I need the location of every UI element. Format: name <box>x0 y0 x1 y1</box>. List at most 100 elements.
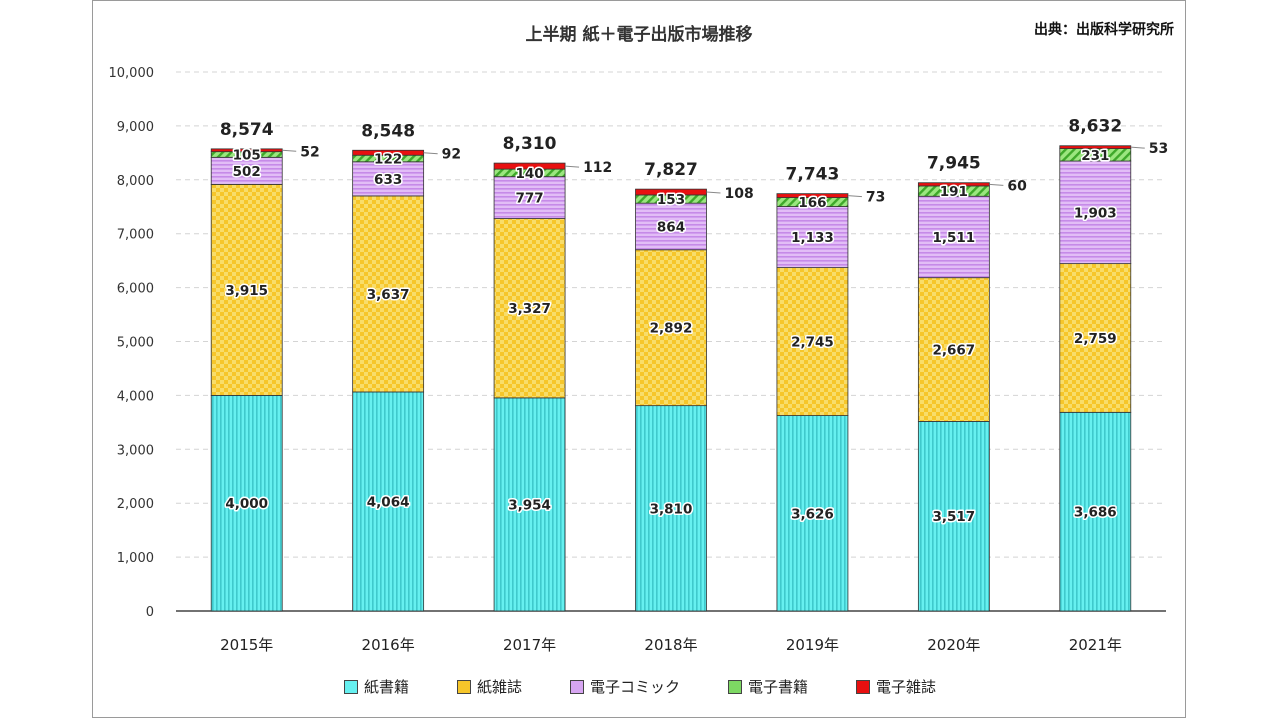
legend-item-paper-books: 紙書籍 <box>343 676 409 697</box>
data-label-paper_books: 3,810 <box>650 501 693 517</box>
y-tick-label: 8,000 <box>117 174 154 189</box>
bar-segment-paper_books <box>917 421 990 612</box>
data-label-e_magazines: 53 <box>1149 141 1168 157</box>
legend-item-e-books: 電子書籍 <box>728 676 808 697</box>
total-label: 8,632 <box>1068 117 1122 137</box>
x-tick-label: 2017年 <box>503 636 556 654</box>
y-tick-label: 0 <box>146 605 154 620</box>
bar-segment-paper_books <box>776 415 849 612</box>
x-tick-label: 2015年 <box>220 636 273 654</box>
y-tick-label: 3,000 <box>117 443 154 458</box>
legend-swatch-e-comics <box>569 679 584 694</box>
data-label-e_comics: 777 <box>515 191 543 207</box>
chart-legend: 紙書籍 紙雑誌 電子コミック 電子書籍 電子雑誌 <box>0 676 1280 697</box>
leader-line <box>1130 146 1145 149</box>
data-label-e_magazines: 60 <box>1007 178 1027 194</box>
data-label-e_books: 140 <box>515 166 543 182</box>
data-label-paper_books: 3,686 <box>1074 505 1117 521</box>
bar-segment-paper_magazines <box>352 195 425 393</box>
x-tick-label: 2016年 <box>362 636 415 654</box>
bar-segment-e_comics <box>635 202 707 251</box>
data-label-paper_magazines: 3,915 <box>225 283 268 299</box>
data-label-paper_books: 3,626 <box>791 506 834 522</box>
y-tick-label: 4,000 <box>117 389 154 404</box>
data-label-e_books: 191 <box>940 184 968 200</box>
data-label-e_magazines: 73 <box>866 190 885 206</box>
data-label-e_comics: 1,903 <box>1074 205 1117 221</box>
legend-item-e-comics: 電子コミック <box>569 676 680 697</box>
leader-line <box>847 195 862 198</box>
y-tick-label: 7,000 <box>117 228 154 243</box>
data-label-e_books: 105 <box>233 147 261 163</box>
total-label: 8,574 <box>220 120 274 140</box>
bar-segment-e_comics <box>493 176 566 219</box>
bar-segment-paper_books <box>635 405 707 612</box>
chart-title: 上半期 紙＋電子出版市場推移 <box>525 25 753 45</box>
bar-segment-paper_magazines <box>493 218 566 399</box>
y-tick-label: 6,000 <box>117 282 154 297</box>
y-tick-label: 1,000 <box>117 551 154 566</box>
legend-label-e-magazines: 電子雑誌 <box>876 678 937 696</box>
y-tick-label: 2,000 <box>117 497 154 512</box>
bar-segment-paper_magazines <box>776 267 849 416</box>
x-tick-label: 2018年 <box>644 636 697 654</box>
data-label-e_books: 166 <box>798 195 826 211</box>
data-label-paper_magazines: 3,327 <box>508 301 551 317</box>
total-label: 8,548 <box>361 121 415 141</box>
data-label-e_books: 153 <box>657 192 685 208</box>
source-note: 出典：出版科学研究所 <box>1034 22 1174 38</box>
leader-line <box>565 165 580 168</box>
legend-label-e-books: 電子書籍 <box>748 678 809 696</box>
data-label-e_comics: 1,133 <box>791 230 834 246</box>
data-label-paper_magazines: 2,759 <box>1074 331 1117 347</box>
data-label-e_comics: 864 <box>657 219 685 235</box>
data-label-paper_books: 4,064 <box>367 494 410 510</box>
total-label: 7,827 <box>644 160 698 180</box>
bar-segment-paper_magazines <box>917 277 990 422</box>
data-label-paper_magazines: 2,667 <box>933 343 976 359</box>
data-label-e_books: 122 <box>374 152 402 168</box>
total-label: 8,310 <box>503 134 557 154</box>
bar-segment-paper_magazines <box>210 183 283 396</box>
total-label: 7,945 <box>927 154 981 174</box>
leader-line <box>989 183 1004 186</box>
data-label-e_books: 231 <box>1081 148 1109 164</box>
x-tick-label: 2021年 <box>1069 636 1122 654</box>
bar-segment-paper_books <box>493 397 566 612</box>
bar-segment-paper_books <box>1059 411 1132 612</box>
x-tick-label: 2019年 <box>786 636 839 654</box>
data-label-e_magazines: 112 <box>583 160 612 176</box>
data-label-paper_magazines: 2,892 <box>650 321 693 337</box>
legend-label-e-comics: 電子コミック <box>589 678 680 696</box>
bar-segment-e_comics <box>776 206 849 269</box>
total-label: 7,743 <box>786 165 840 185</box>
bar-segment-paper_books <box>210 394 283 612</box>
data-label-paper_books: 3,954 <box>508 497 551 513</box>
data-label-paper_books: 4,000 <box>225 496 268 512</box>
y-tick-label: 9,000 <box>117 120 154 135</box>
data-label-e_magazines: 108 <box>725 186 754 202</box>
data-label-paper_magazines: 2,745 <box>791 335 834 351</box>
legend-swatch-e-magazines <box>856 679 871 694</box>
bar-segment-paper_books <box>352 391 425 612</box>
legend-swatch-paper-magazines <box>456 679 471 694</box>
data-label-e_comics: 633 <box>374 172 402 188</box>
data-label-e_comics: 502 <box>233 164 261 180</box>
leader-line <box>423 152 438 155</box>
data-label-e_comics: 1,511 <box>933 230 976 246</box>
legend-label-paper-books: 紙書籍 <box>363 678 409 696</box>
y-tick-label: 10,000 <box>109 66 155 81</box>
bar-segment-paper_magazines <box>635 249 707 407</box>
legend-label-paper-magazines: 紙雑誌 <box>476 678 522 696</box>
data-label-paper_books: 3,517 <box>933 509 976 525</box>
y-tick-label: 5,000 <box>117 336 154 351</box>
x-tick-label: 2020年 <box>927 636 980 654</box>
leader-line <box>706 191 721 194</box>
data-label-paper_magazines: 3,637 <box>367 287 410 303</box>
data-label-e_magazines: 52 <box>300 144 319 160</box>
leader-line <box>282 149 297 152</box>
legend-swatch-e-books <box>728 679 742 694</box>
legend-item-e-magazines: 電子雑誌 <box>856 676 936 697</box>
data-label-e_magazines: 92 <box>442 147 461 163</box>
